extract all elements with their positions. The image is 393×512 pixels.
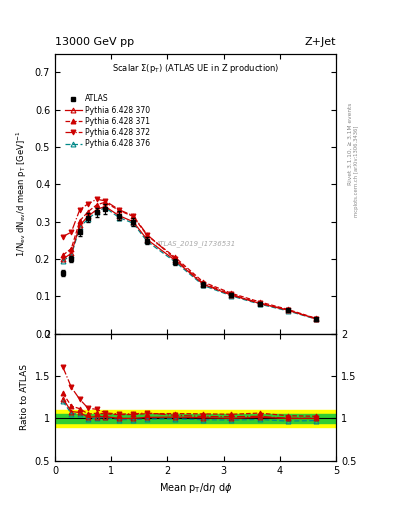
Text: ATLAS_2019_I1736531: ATLAS_2019_I1736531 — [155, 241, 236, 247]
Text: Z+Jet: Z+Jet — [305, 37, 336, 47]
X-axis label: Mean p$_{\rm T}$/d$\eta$ d$\phi$: Mean p$_{\rm T}$/d$\eta$ d$\phi$ — [159, 481, 232, 495]
Text: mcplots.cern.ch [arXiv:1306.3436]: mcplots.cern.ch [arXiv:1306.3436] — [354, 126, 359, 217]
Text: 13000 GeV pp: 13000 GeV pp — [55, 37, 134, 47]
Y-axis label: Ratio to ATLAS: Ratio to ATLAS — [20, 364, 29, 430]
Legend: ATLAS, Pythia 6.428 370, Pythia 6.428 371, Pythia 6.428 372, Pythia 6.428 376: ATLAS, Pythia 6.428 370, Pythia 6.428 37… — [62, 91, 153, 152]
Y-axis label: 1/N$_{\rm ev}$ dN$_{\rm ev}$/d mean p$_{\rm T}$ [GeV]$^{-1}$: 1/N$_{\rm ev}$ dN$_{\rm ev}$/d mean p$_{… — [15, 131, 29, 257]
Text: Rivet 3.1.10, ≥ 3.1M events: Rivet 3.1.10, ≥ 3.1M events — [348, 102, 353, 184]
Text: Scalar $\Sigma$(p$_{\rm T}$) (ATLAS UE in Z production): Scalar $\Sigma$(p$_{\rm T}$) (ATLAS UE i… — [112, 62, 279, 75]
